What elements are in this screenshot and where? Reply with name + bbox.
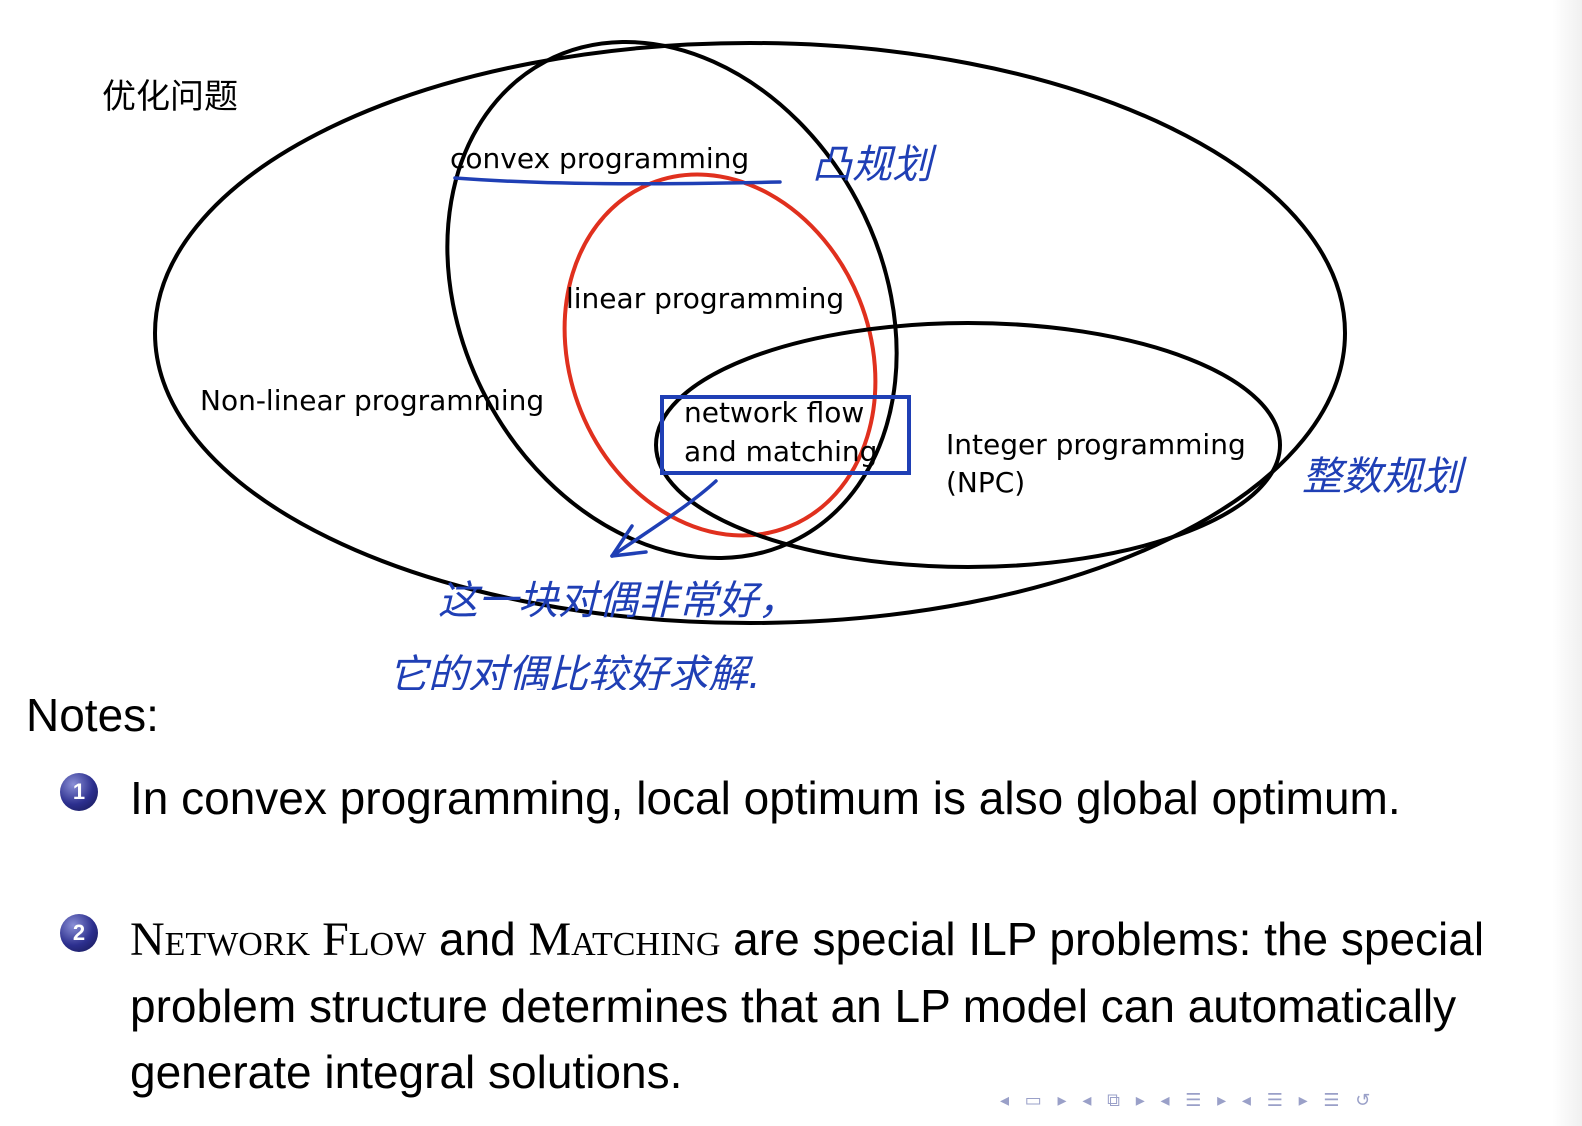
nonlinear-label: Non-linear programming [200, 384, 544, 417]
nav-prev-section-icon[interactable]: ◂ [1160, 1090, 1170, 1111]
beamer-navigation-bar: ◂ ▭ ▸ ◂ ⧉ ▸ ◂ ☰ ▸ ◂ ☰ ▸ ☰ ↺ [1000, 1090, 1560, 1118]
network-flow-term: Network Flow [130, 913, 427, 966]
convex-ellipse [445, 40, 899, 560]
nav-part-icon[interactable]: ☰ [1266, 1090, 1283, 1111]
nav-section-icon[interactable]: ☰ [1185, 1090, 1202, 1111]
note-text: Network Flow and Matching are special IL… [130, 906, 1520, 1105]
nav-prev-frame-icon[interactable]: ◂ [1000, 1090, 1010, 1111]
nav-next-subsection-icon[interactable]: ▸ [1135, 1090, 1145, 1111]
convex-label: convex programming [450, 142, 749, 175]
optimization-ellipse [153, 41, 1347, 625]
nav-next-section-icon[interactable]: ▸ [1217, 1090, 1227, 1111]
nav-next-part-icon[interactable]: ▸ [1298, 1090, 1308, 1111]
diagram-title: 优化问题 [102, 77, 238, 117]
linear-label: linear programming [566, 282, 844, 315]
integer-label-line1: Integer programming [946, 428, 1246, 461]
arrow-line [610, 479, 718, 558]
integer-label-line2: (NPC) [946, 466, 1025, 499]
note-number-badge: 1 [60, 773, 98, 811]
nav-prev-part-icon[interactable]: ◂ [1241, 1090, 1251, 1111]
note-text-rest: are special ILP problems: the special pr… [130, 913, 1485, 1098]
integer-ellipse [654, 321, 1282, 569]
network-flow-box [660, 395, 911, 475]
network-handwritten-note-line1: 这一块对偶非常好， [438, 578, 798, 624]
nav-prev-subsection-icon[interactable]: ◂ [1082, 1090, 1092, 1111]
nav-appendix-icon[interactable]: ☰ [1323, 1090, 1340, 1111]
convex-handwritten-note: 凸规划 [812, 142, 937, 188]
optimization-venn-diagram: 优化问题 convex programming linear programmi… [102, 40, 1467, 690]
convex-underline [453, 176, 782, 186]
note-number-badge: 2 [60, 914, 98, 952]
network-handwritten-note-line2: 它的对偶比较好求解. [388, 652, 761, 690]
integer-handwritten-note: 整数规划 [1302, 454, 1467, 500]
network-label-line1: network flow [684, 396, 864, 429]
nav-search-icon[interactable]: ↺ [1355, 1090, 1371, 1111]
linear-ellipse [562, 172, 878, 538]
nav-next-frame-icon[interactable]: ▸ [1057, 1090, 1067, 1111]
page-edge-shadow [1552, 0, 1582, 1126]
network-label-line2: and matching [684, 435, 877, 468]
note-text: In convex programming, local optimum is … [130, 772, 1401, 824]
notes-heading: Notes: [26, 689, 159, 741]
note-text-joiner: and [426, 913, 529, 965]
matching-term: Matching [528, 913, 721, 966]
arrow-head [610, 524, 648, 558]
nav-frame-icon[interactable]: ▭ [1024, 1090, 1042, 1111]
nav-subsection-icon[interactable]: ⧉ [1107, 1090, 1120, 1111]
